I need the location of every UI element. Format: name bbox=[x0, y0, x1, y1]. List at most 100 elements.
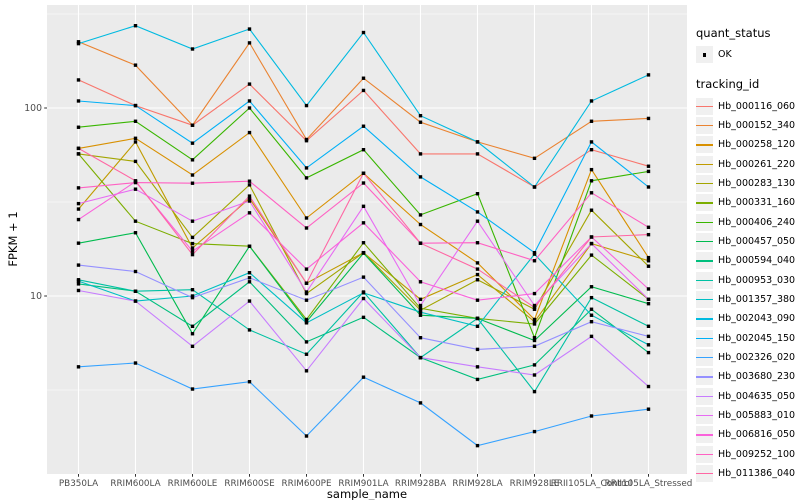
chart-point bbox=[361, 275, 366, 279]
chart-point bbox=[418, 175, 423, 179]
chart-point bbox=[247, 199, 252, 203]
chart-point bbox=[646, 73, 651, 77]
chart-point bbox=[418, 303, 423, 308]
legend-line-swatch-icon bbox=[696, 155, 713, 173]
chart-point bbox=[133, 231, 138, 235]
chart-point bbox=[361, 181, 366, 185]
chart-point bbox=[475, 219, 480, 223]
chart-point bbox=[190, 288, 195, 292]
legend-item-label: Hb_000258_120 bbox=[718, 139, 796, 151]
chart-point bbox=[418, 213, 423, 217]
chart-point bbox=[418, 308, 423, 312]
chart-point bbox=[247, 130, 252, 135]
chart-point bbox=[646, 302, 651, 306]
chart-point bbox=[475, 272, 480, 277]
chart-point bbox=[76, 186, 81, 190]
legend-line-swatch-icon bbox=[696, 97, 713, 115]
chart-point bbox=[190, 249, 195, 253]
x-tick-label: RRII105LA_Control bbox=[551, 479, 633, 489]
chart-point bbox=[532, 322, 537, 326]
chart-point bbox=[247, 276, 252, 280]
chart-point bbox=[247, 82, 252, 86]
legend-line-swatch-icon bbox=[696, 368, 713, 386]
chart-point bbox=[361, 315, 366, 320]
chart-point bbox=[133, 289, 138, 293]
chart-point bbox=[646, 232, 651, 237]
chart-point bbox=[76, 282, 81, 286]
legend-item-Hb_000116_060: Hb_000116_060 bbox=[696, 96, 800, 115]
chart-point bbox=[589, 191, 594, 195]
legend-item-Hb_000152_340: Hb_000152_340 bbox=[696, 116, 800, 135]
legend-line-swatch-icon bbox=[696, 290, 713, 308]
chart-point bbox=[589, 235, 594, 239]
chart-point bbox=[589, 99, 594, 103]
chart-point bbox=[190, 158, 195, 162]
chart-point bbox=[304, 281, 309, 285]
x-tick-label: RRIM928LE bbox=[510, 479, 560, 489]
legend-item-Hb_000953_030: Hb_000953_030 bbox=[696, 270, 800, 289]
chart-point bbox=[133, 136, 138, 140]
chart-point bbox=[475, 210, 480, 214]
chart-point bbox=[247, 280, 252, 284]
chart-point bbox=[247, 299, 252, 303]
chart-point bbox=[133, 140, 138, 144]
chart-point bbox=[646, 264, 651, 268]
chart-point bbox=[361, 296, 366, 301]
chart-point bbox=[418, 313, 423, 317]
chart-point bbox=[304, 176, 309, 180]
y-tick-label: 10 bbox=[30, 291, 42, 302]
chart-point bbox=[76, 125, 81, 129]
chart-point bbox=[247, 271, 252, 275]
chart-point bbox=[190, 332, 195, 336]
chart-point bbox=[418, 114, 423, 118]
chart-point bbox=[418, 280, 423, 284]
chart-point bbox=[532, 317, 537, 322]
legend-item-label: OK bbox=[718, 49, 732, 61]
chart-point bbox=[646, 350, 651, 355]
chart-point bbox=[532, 344, 537, 349]
chart-point bbox=[418, 306, 423, 311]
chart-point bbox=[361, 148, 366, 152]
y-axis-title: FPKM + 1 bbox=[6, 211, 20, 267]
chart-point bbox=[190, 252, 195, 257]
x-tick-label: RRIM600SE bbox=[224, 479, 274, 489]
chart-point bbox=[475, 443, 480, 448]
legend-item-Hb_000594_040: Hb_000594_040 bbox=[696, 251, 800, 270]
chart-point bbox=[247, 328, 252, 332]
legend-item-Hb_000457_050: Hb_000457_050 bbox=[696, 232, 800, 251]
chart-point bbox=[475, 298, 480, 302]
legend-line-swatch-icon bbox=[696, 194, 713, 212]
chart-point bbox=[304, 267, 309, 271]
legend-item-Hb_002326_020: Hb_002326_020 bbox=[696, 348, 800, 367]
chart-point bbox=[361, 124, 366, 128]
chart-point bbox=[589, 208, 594, 212]
chart-point bbox=[247, 183, 252, 187]
chart-point bbox=[361, 241, 366, 245]
chart-point bbox=[475, 261, 480, 265]
chart-point bbox=[646, 343, 651, 347]
chart-point bbox=[76, 263, 81, 267]
chart-point bbox=[532, 250, 537, 255]
chart-point bbox=[361, 88, 366, 93]
chart-point bbox=[646, 287, 651, 291]
chart-point bbox=[76, 40, 81, 44]
legend-line-swatch-icon bbox=[696, 174, 713, 192]
chart-point bbox=[475, 377, 480, 382]
chart-point bbox=[589, 148, 594, 152]
chart-point bbox=[532, 291, 537, 296]
chart-point bbox=[646, 164, 651, 168]
legend-item-label: Hb_003680_230 bbox=[718, 371, 796, 383]
chart-point bbox=[418, 336, 423, 340]
chart-point bbox=[304, 369, 309, 373]
legend-item-label: Hb_005883_010 bbox=[718, 410, 796, 422]
chart-point bbox=[475, 365, 480, 369]
legend-line-swatch-icon bbox=[696, 387, 713, 405]
legend-item-Hb_001357_380: Hb_001357_380 bbox=[696, 290, 800, 309]
legend-item-Hb_005883_010: Hb_005883_010 bbox=[696, 406, 800, 425]
chart-point bbox=[532, 338, 537, 343]
chart-point bbox=[76, 41, 81, 46]
chart-point bbox=[589, 140, 594, 144]
chart-point bbox=[133, 24, 138, 28]
x-tick-label: RRII105LA_Stressed bbox=[605, 479, 693, 489]
